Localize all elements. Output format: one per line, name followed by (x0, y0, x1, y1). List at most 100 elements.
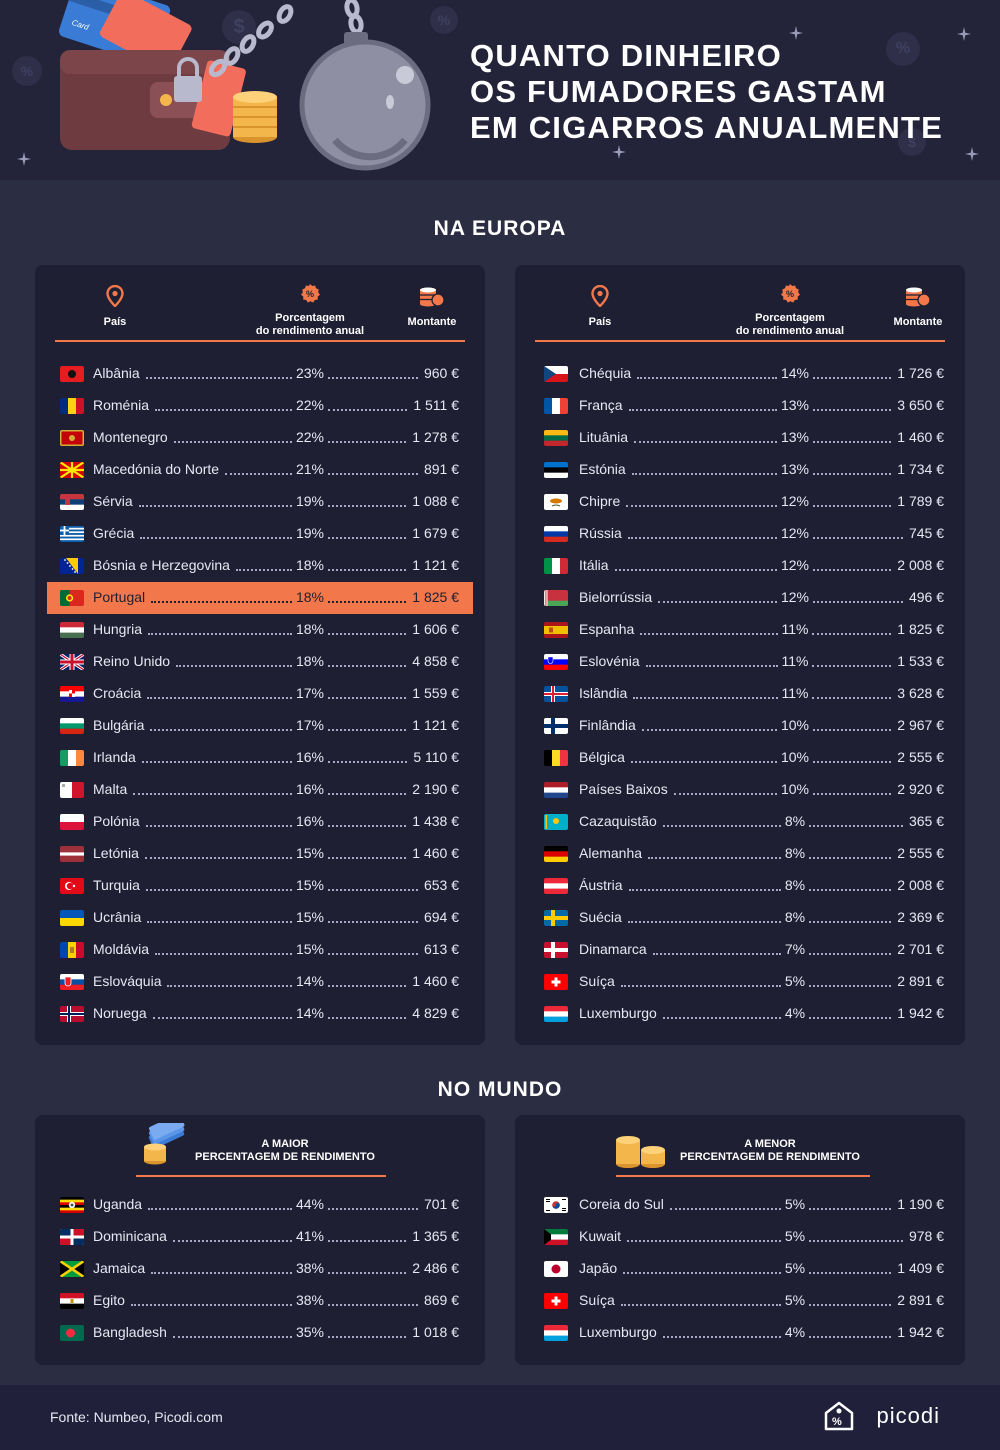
brand-name: picodi (876, 1403, 940, 1428)
percentage-value: 15% (295, 877, 325, 893)
background-percent-icon: % (886, 32, 920, 66)
flag-germany-icon (544, 846, 568, 862)
amount-value: 2 967 € (897, 717, 944, 733)
amount-value: 1 190 € (897, 1196, 944, 1212)
country-name: Espanha (579, 621, 635, 637)
dot-leader (155, 409, 292, 411)
table-row: Bélgica 10% 2 555 € (527, 742, 953, 774)
amount-value: 1 460 € (412, 845, 459, 861)
coins-icon (392, 285, 472, 311)
country-name: Bangladesh (93, 1324, 167, 1340)
amount-value: 2 486 € (412, 1260, 459, 1276)
amount-value: 1 734 € (897, 461, 944, 477)
dot-leader (328, 409, 408, 411)
dot-leader (328, 761, 408, 763)
table-row: Rússia 12% 745 € (527, 518, 953, 550)
picodi-logo-icon: % (824, 1401, 854, 1431)
country-name: Bielorrússia (579, 589, 653, 605)
flag-uk-icon (60, 654, 84, 670)
dot-leader (809, 1336, 892, 1338)
country-name: Dominicana (93, 1228, 167, 1244)
dot-leader (658, 601, 777, 603)
percentage-value: 15% (295, 845, 325, 861)
flag-bangladesh-icon (60, 1325, 84, 1341)
dot-leader (145, 825, 292, 827)
percentage-value: 18% (295, 557, 325, 573)
amount-value: 2 701 € (897, 941, 944, 957)
dot-leader (637, 377, 777, 379)
amount-value: 1 365 € (412, 1228, 459, 1244)
dot-leader (648, 857, 781, 859)
dot-leader (176, 665, 292, 667)
country-name: Alemanha (579, 845, 643, 861)
flag-czechia-icon (544, 366, 568, 382)
percentage-value: 4% (784, 1005, 806, 1021)
dot-leader (328, 1240, 407, 1242)
country-name: França (579, 397, 623, 413)
dot-leader (614, 569, 777, 571)
highest-heading: A MAIOR PERCENTAGEM DE RENDIMENTO (175, 1138, 395, 1164)
dot-leader (172, 1336, 292, 1338)
dot-leader (813, 505, 892, 507)
country-name: Uganda (93, 1196, 143, 1212)
location-pin-icon (75, 284, 155, 311)
table-row: Suíça 5% 2 891 € (527, 1285, 953, 1317)
dot-leader (809, 1017, 892, 1019)
table-row: Polónia 16% 1 438 € (47, 806, 473, 838)
percentage-value: 5% (784, 973, 806, 989)
country-name: Macedónia do Norte (93, 461, 220, 477)
flag-belarus-icon (544, 590, 568, 606)
sparkle-icon (17, 152, 31, 166)
amount-value: 978 € (908, 1228, 944, 1244)
percentage-value: 17% (295, 685, 325, 701)
europe-right-panel (515, 265, 965, 1045)
percentage-value: 12% (780, 557, 810, 573)
amount-value: 1 121 € (412, 717, 459, 733)
dot-leader (809, 953, 892, 955)
dot-leader (148, 1208, 292, 1210)
table-row: Cazaquistão 8% 365 € (527, 806, 953, 838)
flag-france-icon (544, 398, 568, 414)
lowest-heading-underline (616, 1175, 870, 1177)
flag-kuwait-icon (544, 1229, 568, 1245)
table-row: Bósnia e Herzegovina 18% 1 121 € (47, 550, 473, 582)
amount-value: 1 278 € (412, 429, 459, 445)
flag-hungary-icon (60, 622, 84, 638)
column-header: País (75, 284, 155, 329)
flag-ireland-icon (60, 750, 84, 766)
table-row: Luxemburgo 4% 1 942 € (527, 998, 953, 1030)
table-row: Reino Unido 18% 4 858 € (47, 646, 473, 678)
dot-leader (328, 505, 407, 507)
percentage-value: 38% (295, 1292, 325, 1308)
amount-value: 694 € (423, 909, 459, 925)
country-name: Letónia (93, 845, 139, 861)
percentage-value: 11% (781, 621, 809, 637)
dot-leader (151, 601, 292, 603)
amount-value: 1 825 € (897, 621, 944, 637)
country-name: Polónia (93, 813, 140, 829)
amount-value: 1 460 € (897, 429, 944, 445)
dot-leader (147, 921, 292, 923)
country-name: Países Baixos (579, 781, 668, 797)
country-name: Roménia (93, 397, 150, 413)
amount-value: 1 533 € (897, 653, 944, 669)
amount-value: 1 121 € (412, 557, 459, 573)
percentage-value: 19% (295, 525, 325, 541)
amount-value: 745 € (908, 525, 944, 541)
amount-value: 365 € (908, 813, 944, 829)
dot-leader (328, 633, 407, 635)
svg-text:%: % (832, 1416, 842, 1428)
title-line: QUANTO DINHEIRO (470, 38, 782, 73)
percentage-value: 12% (780, 493, 810, 509)
percentage-value: 18% (295, 653, 325, 669)
amount-value: 1 825 € (412, 589, 459, 605)
column-header-label: Montante (893, 316, 943, 328)
dot-leader (662, 1017, 781, 1019)
percentage-value: 14% (295, 973, 325, 989)
table-row: Roménia 22% 1 511 € (47, 390, 473, 422)
table-row: Kuwait 5% 978 € (527, 1221, 953, 1253)
country-name: Suécia (579, 909, 622, 925)
flag-jamaica-icon (60, 1261, 84, 1277)
amount-value: 3 650 € (897, 397, 944, 413)
country-name: Lituânia (579, 429, 629, 445)
